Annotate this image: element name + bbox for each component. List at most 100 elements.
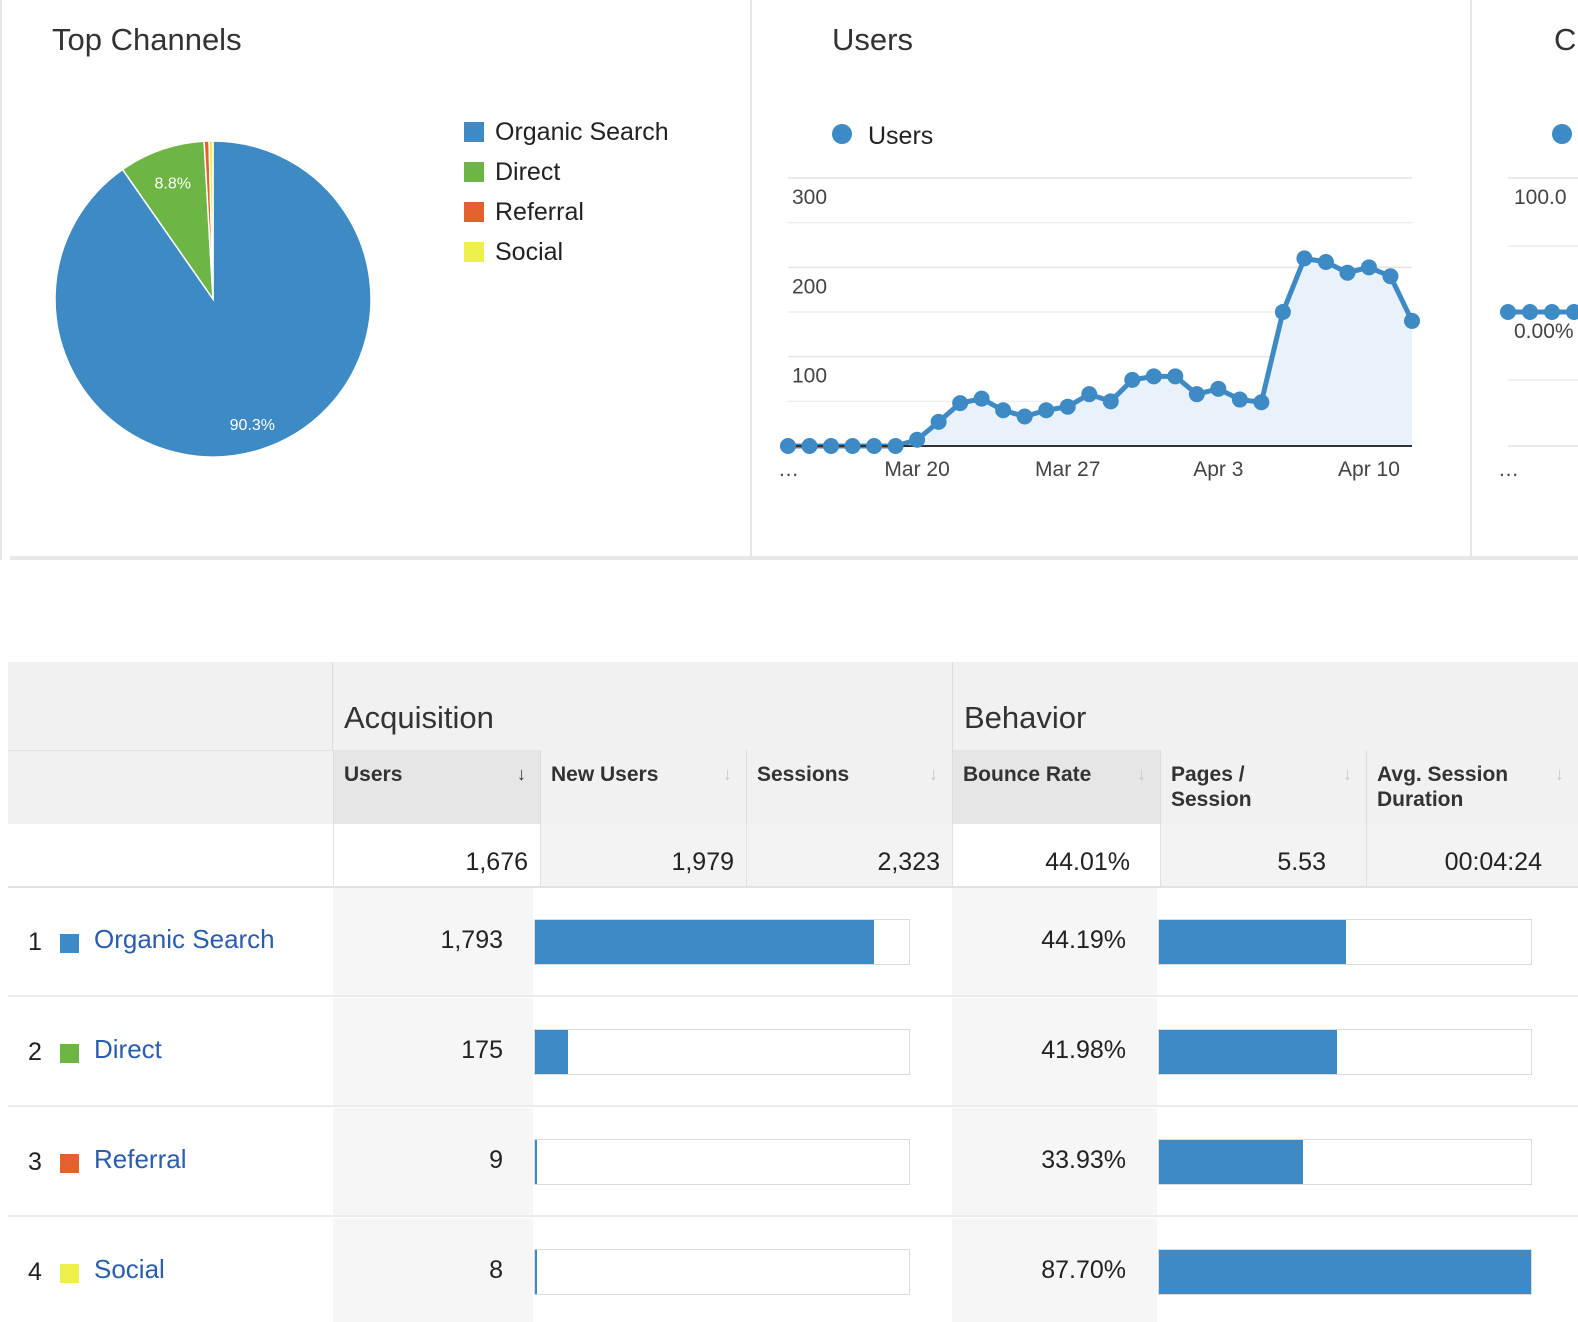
y-tick-label: 100 [792,365,827,388]
sort-arrow-icon[interactable]: ↓ [723,764,732,784]
column-header-avg-session-duration[interactable]: Avg. Session Duration ↓ [1366,750,1578,824]
users-line-chart: Users 300 200 100 … Mar 20 Mar 27 Apr 3 Apr 10 [778,122,1420,481]
pie-label-direct: 8.8% [154,176,190,193]
users-value: 9 [489,1146,503,1174]
users-data-point[interactable] [1360,259,1377,276]
sort-arrow-icon[interactable]: ↓ [1555,764,1564,784]
bounce-share-fill [1159,1250,1531,1294]
users-data-point[interactable] [1124,371,1141,388]
column-header-bounce-rate[interactable]: Bounce Rate ↓ [952,750,1160,824]
third-x-tick-start: … [1498,458,1519,481]
bounce-share-bar [1158,1249,1532,1295]
row-number: 4 [28,1258,42,1286]
users-data-point[interactable] [866,438,883,454]
users-data-point[interactable] [973,390,990,407]
users-data-point[interactable] [909,431,926,448]
users-data-point[interactable] [995,402,1012,419]
users-data-point[interactable] [1145,368,1162,385]
total-new-users: 1,979 [540,824,746,886]
column-header-pages-per-session[interactable]: Pages / Session ↓ [1160,750,1366,824]
users-data-point[interactable] [1274,304,1291,320]
legend-swatch [464,162,484,182]
users-data-point[interactable] [1382,268,1399,285]
sort-arrow-icon[interactable]: ↓ [1137,764,1146,784]
users-data-point[interactable] [1167,368,1184,385]
channel-link-organic-search[interactable]: Organic Search [94,924,275,954]
legend-label: Organic Search [495,117,669,146]
users-data-point[interactable] [1102,393,1119,410]
third-point [1566,304,1578,320]
legend-item-social[interactable]: Social [464,232,669,272]
users-cell [333,1218,533,1322]
users-data-point[interactable] [1038,402,1055,419]
users-area [788,258,1412,446]
users-data-point[interactable] [1253,394,1270,411]
users-share-bar [534,919,910,965]
group-divider [332,662,333,750]
bounce-share-fill [1159,920,1346,964]
column-header-users[interactable]: Users ↓ [333,750,540,824]
users-data-point[interactable] [952,395,969,412]
pie-slice-direct[interactable] [121,140,214,302]
sort-arrow-icon[interactable]: ↓ [517,764,526,784]
table-row: 4 Social 8 87.70% [8,1218,1578,1322]
sort-arrow-icon[interactable]: ↓ [929,764,938,784]
legend-label: Direct [495,157,561,186]
group-divider [952,662,953,750]
bounce-cell [952,888,1157,995]
legend-swatch [464,242,484,262]
users-data-point[interactable] [1339,264,1356,281]
users-data-point[interactable] [1188,386,1205,403]
column-header-label: Users [344,763,403,786]
users-data-point[interactable] [930,413,947,430]
legend-label: Referral [495,197,584,226]
users-data-point[interactable] [1317,253,1334,270]
bounce-value: 87.70% [1041,1256,1126,1284]
users-data-point[interactable] [844,438,861,454]
users-data-point[interactable] [780,438,796,454]
totals-row: 1,676 1,979 2,323 44.01% 5.53 00:04:24 [8,824,1578,888]
legend-item-referral[interactable]: Referral [464,192,669,232]
third-panel-partial: C 100.0 0.00% … [1472,0,1578,558]
users-data-point[interactable] [823,438,840,454]
group-title-behavior: Behavior [964,700,1087,735]
users-data-point[interactable] [1404,312,1420,329]
channel-link-referral[interactable]: Referral [94,1144,187,1174]
users-data-point[interactable] [1081,386,1098,403]
y-tick-label: 300 [792,186,827,209]
users-data-point[interactable] [801,438,818,454]
pie-slice-social[interactable] [208,140,214,300]
row-color-swatch [60,1264,79,1283]
channel-link-social[interactable]: Social [94,1254,165,1284]
legend-swatch [464,202,484,222]
row-color-swatch [60,1154,79,1173]
column-header-new-users[interactable]: New Users ↓ [540,750,746,824]
users-share-fill [535,920,874,964]
legend-item-direct[interactable]: Direct [464,152,669,192]
total-pages-per-session: 5.53 [1160,824,1366,886]
total-bounce-rate: 44.01% [952,824,1160,886]
users-data-point[interactable] [887,438,904,454]
third-panel-chart: 100.0 0.00% … [1498,124,1578,481]
users-cell [333,1108,533,1215]
third-legend-dot [1552,124,1572,144]
users-data-point[interactable] [1296,250,1313,267]
row-color-swatch [60,1044,79,1063]
channel-link-direct[interactable]: Direct [94,1034,162,1064]
bounce-share-bar [1158,919,1532,965]
users-data-point[interactable] [1231,391,1248,408]
users-data-point[interactable] [1210,380,1227,397]
users-data-point[interactable] [1059,398,1076,415]
sort-arrow-icon[interactable]: ↓ [1343,764,1352,784]
users-value: 8 [489,1256,503,1284]
column-header-label: Avg. Session Duration [1377,763,1509,811]
legend-item-organic-search[interactable]: Organic Search [464,112,669,152]
column-header-sessions[interactable]: Sessions ↓ [746,750,952,824]
x-tick-label: Apr 3 [1193,458,1243,481]
total-users: 1,676 [333,824,540,886]
users-data-point[interactable] [1016,408,1033,425]
column-header-label: Pages / Session [1171,763,1252,811]
table-row: 2 Direct 175 41.98% [8,998,1578,1107]
third-y-tick-zero: 0.00% [1514,320,1574,343]
header-spacer [8,750,333,824]
